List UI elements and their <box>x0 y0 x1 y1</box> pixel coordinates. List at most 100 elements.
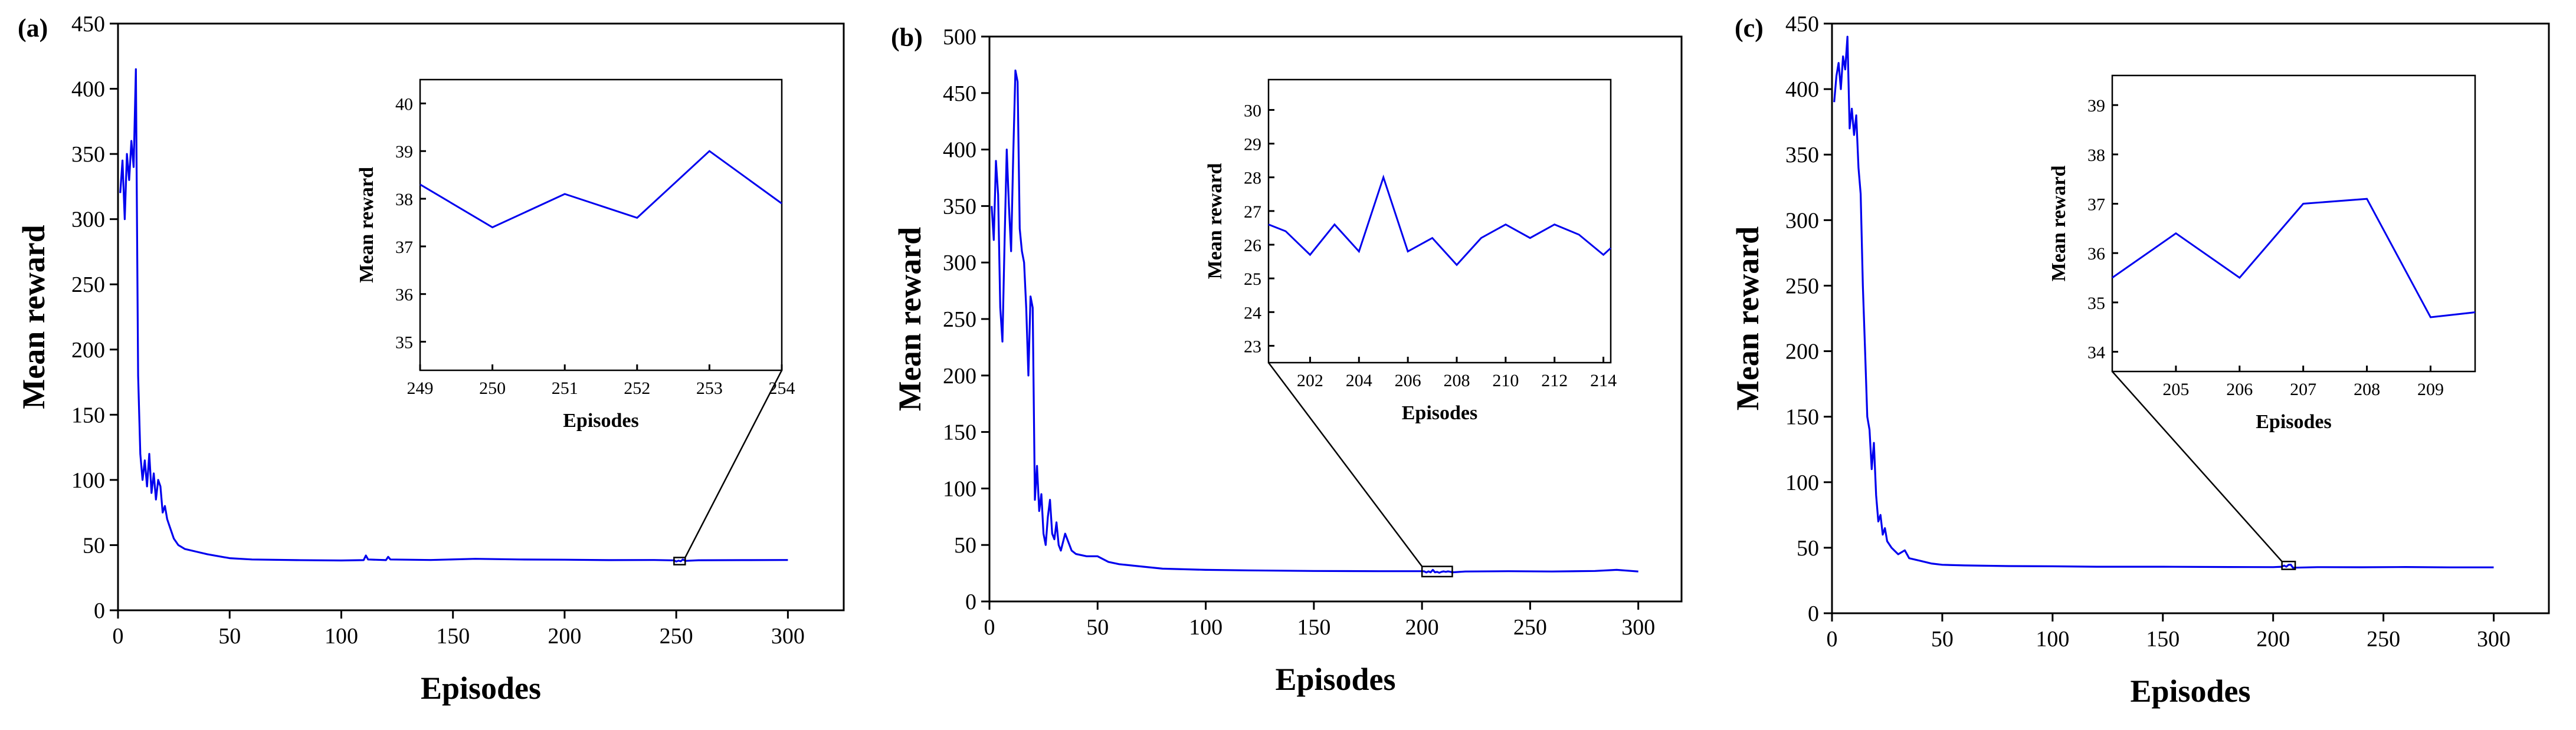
y-tick-label: 350 <box>71 142 105 167</box>
x-tick-label: 300 <box>2477 627 2511 652</box>
y-tick-label: 200 <box>1785 340 1819 364</box>
x-tick-label: 200 <box>1405 615 1439 640</box>
inset-y-tick-label: 38 <box>2087 146 2105 165</box>
y-tick-label: 150 <box>943 420 976 445</box>
inset-y-tick-label: 26 <box>1244 236 1261 255</box>
panel-label: (b) <box>891 23 923 52</box>
y-tick-label: 450 <box>943 81 976 106</box>
inset-x-tick-label: 250 <box>479 379 506 398</box>
y-tick-label: 300 <box>1785 208 1819 233</box>
inset-x-tick-label: 206 <box>2226 380 2253 399</box>
y-tick-label: 100 <box>1785 471 1819 495</box>
x-tick-label: 100 <box>2036 627 2069 652</box>
x-tick-label: 250 <box>2367 627 2400 652</box>
inset-y-tick-label: 27 <box>1244 202 1261 222</box>
series-line <box>991 69 1638 574</box>
y-tick-label: 400 <box>943 138 976 163</box>
inset-y-tick-label: 39 <box>395 142 413 162</box>
inset-y-tick-label: 37 <box>2087 195 2105 215</box>
panel-label: (c) <box>1735 14 1764 42</box>
inset-x-tick-label: 206 <box>1395 371 1421 390</box>
x-tick-label: 150 <box>2146 627 2180 652</box>
inset-series-line <box>419 150 782 229</box>
inset-series-line <box>1268 174 1612 267</box>
y-tick-label: 200 <box>943 364 976 389</box>
y-tick-label: 250 <box>943 307 976 332</box>
inset-y-tick-label: 36 <box>2087 244 2105 264</box>
inset-x-tick-label: 209 <box>2417 380 2444 399</box>
zoom-window-box <box>673 557 686 565</box>
inset-y-axis-title: Mean reward <box>356 167 378 283</box>
inset-x-axis-title: Episodes <box>1402 402 1478 424</box>
inset-frame <box>419 78 783 371</box>
x-tick-label: 300 <box>1621 615 1655 640</box>
x-tick-label: 0 <box>113 624 124 649</box>
inset-x-tick-label: 249 <box>407 379 434 398</box>
inset-x-tick-label: 204 <box>1346 371 1372 390</box>
inset-y-tick-label: 38 <box>395 190 413 209</box>
inset-y-tick-label: 37 <box>395 238 413 257</box>
y-axis-title: Mean reward <box>1730 226 1765 410</box>
inset-y-tick-label: 35 <box>2087 294 2105 313</box>
inset-x-tick-label: 208 <box>2354 380 2380 399</box>
x-tick-label: 200 <box>548 624 581 649</box>
inset-series-line <box>2112 198 2476 318</box>
zoom-window-box <box>2281 560 2296 570</box>
inset-y-tick-label: 23 <box>1244 337 1261 356</box>
x-tick-label: 300 <box>771 624 805 649</box>
panel-label: (a) <box>18 14 48 42</box>
zoom-pointer-line <box>2112 371 2283 563</box>
y-tick-label: 400 <box>71 77 105 102</box>
inset-x-tick-label: 214 <box>1590 371 1617 390</box>
x-tick-label: 150 <box>436 624 470 649</box>
x-tick-label: 100 <box>1189 615 1223 640</box>
x-axis-title: Episodes <box>421 670 541 706</box>
inset-frame <box>1267 78 1612 364</box>
inset-y-tick-label: 35 <box>395 333 413 353</box>
inset-y-axis-title: Mean reward <box>2048 166 2070 282</box>
x-tick-label: 50 <box>1931 627 1954 652</box>
y-tick-label: 150 <box>1785 405 1819 430</box>
inset-y-axis-title: Mean reward <box>1204 163 1226 279</box>
inset-x-axis-title: Episodes <box>563 410 639 432</box>
y-tick-label: 50 <box>954 533 976 558</box>
inset-x-axis-title: Episodes <box>2256 411 2332 433</box>
inset-y-tick-label: 34 <box>2087 343 2105 363</box>
inset-chart: 202 204 206 208 210 212 214 23 24 25 26 27 28 29 30 Epi… <box>1204 78 1617 424</box>
x-tick-label: 250 <box>1513 615 1547 640</box>
inset-y-tick-label: 28 <box>1244 169 1261 188</box>
inset-x-tick-label: 208 <box>1444 371 1470 390</box>
inset-chart: 205 206 207 208 209 34 35 36 37 38 39 Episodes Mean … <box>2048 74 2476 433</box>
x-tick-label: 100 <box>325 624 358 649</box>
inset-y-tick-label: 25 <box>1244 269 1261 289</box>
y-tick-label: 250 <box>71 272 105 297</box>
inset-x-tick-label: 205 <box>2162 380 2189 399</box>
inset-x-tick-label: 202 <box>1297 371 1323 390</box>
y-tick-label: 300 <box>71 208 105 232</box>
x-tick-label: 50 <box>218 624 241 649</box>
y-tick-label: 450 <box>71 12 105 37</box>
x-tick-label: 150 <box>1297 615 1330 640</box>
y-tick-label: 0 <box>1808 601 1819 626</box>
inset-frame <box>2111 74 2476 373</box>
y-tick-label: 100 <box>71 468 105 493</box>
chart-panel-2: (b) 0 50 100 150 200 250 300 0 50 100 150 200 250 300 3… <box>891 23 1683 697</box>
x-axis-title: Episodes <box>1275 662 1395 697</box>
x-tick-label: 200 <box>2256 627 2290 652</box>
y-tick-label: 200 <box>71 338 105 363</box>
x-tick-label: 0 <box>1827 627 1838 652</box>
chart-panel-3: (c) 0 50 100 150 200 250 300 0 50 100 150 200 250 300 3… <box>1730 12 2550 709</box>
plot-frame <box>1831 22 2550 614</box>
y-tick-label: 0 <box>965 590 976 614</box>
y-tick-label: 300 <box>943 251 976 275</box>
y-axis-title: Mean reward <box>16 225 51 409</box>
y-tick-label: 250 <box>1785 274 1819 298</box>
inset-y-tick-label: 29 <box>1244 135 1261 154</box>
inset-y-tick-label: 30 <box>1244 101 1261 120</box>
zoom-pointer-line <box>684 370 783 558</box>
inset-x-tick-label: 253 <box>696 379 723 398</box>
inset-x-tick-label: 210 <box>1492 371 1519 390</box>
y-tick-label: 50 <box>1797 536 1819 561</box>
inset-y-tick-label: 36 <box>395 285 413 305</box>
